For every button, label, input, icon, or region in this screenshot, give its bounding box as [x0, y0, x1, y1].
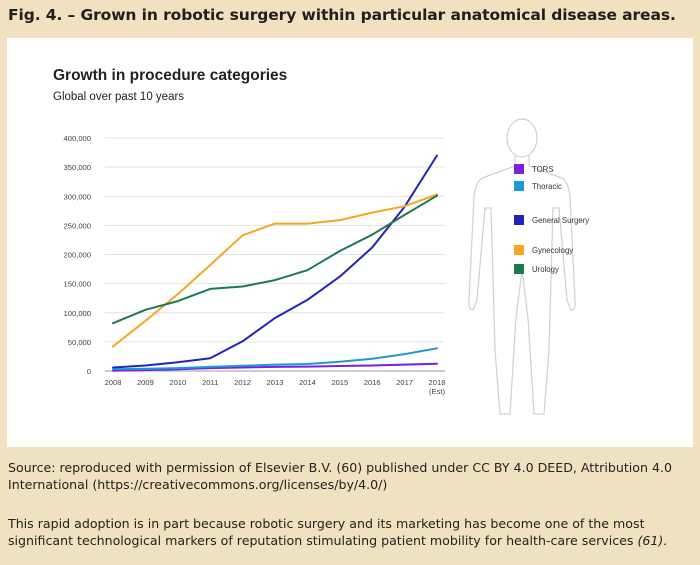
- x-tick-label: 2010: [169, 378, 186, 387]
- grid: [105, 137, 445, 372]
- x-tick-label: 2014: [299, 378, 316, 387]
- x-tick-label: 2012: [234, 378, 251, 387]
- y-tick-label: 400,000: [64, 134, 91, 143]
- legend-swatch: [514, 245, 524, 255]
- x-tick-label: 2018 (Est): [429, 378, 446, 396]
- x-tick-label: 2009: [137, 378, 154, 387]
- x-tick-label: 2016: [364, 378, 381, 387]
- series-line: [112, 194, 438, 325]
- legend-swatch: [514, 164, 524, 174]
- source-note: Source: reproduced with permission of El…: [8, 460, 672, 492]
- y-tick-label: 0: [87, 367, 91, 376]
- y-tick-label: 50,000: [68, 338, 91, 347]
- legend-label: Urology: [532, 265, 559, 274]
- legend-label: Thoracic: [532, 182, 562, 191]
- body-paragraph-text: This rapid adoption is in part because r…: [8, 516, 645, 548]
- chart-panel: Growth in procedure categories Global ov…: [7, 38, 693, 447]
- series-line: [112, 347, 438, 371]
- x-tick-label: 2008: [105, 378, 122, 387]
- body-paragraph: This rapid adoption is in part because r…: [8, 515, 700, 549]
- x-tick-label: 2011: [202, 378, 218, 387]
- legend-label: TORS: [532, 165, 554, 174]
- series-line: [112, 154, 438, 369]
- chart-svg: Growth in procedure categories Global ov…: [53, 67, 589, 415]
- legend: TORS Thoracic General Surgery Gynecology Uro…: [514, 164, 589, 274]
- y-tick-label: 200,000: [64, 251, 91, 260]
- series-lines: [112, 154, 438, 372]
- figure-caption: Fig. 4. – Grown in robotic surgery withi…: [8, 6, 676, 24]
- legend-label: General Surgery: [532, 216, 589, 225]
- y-tick-label: 100,000: [64, 309, 91, 318]
- y-tick-label: 150,000: [64, 280, 91, 289]
- x-tick-label: 2015: [331, 378, 348, 387]
- series-line: [112, 193, 438, 348]
- series-line: [112, 362, 438, 372]
- legend-swatch: [514, 264, 524, 274]
- legend-label: Gynecology: [532, 246, 573, 255]
- legend-swatch: [514, 181, 524, 191]
- chart-subtitle: Global over past 10 years: [53, 91, 184, 103]
- x-tick-label: 2017: [396, 378, 413, 387]
- y-tick-label: 300,000: [64, 192, 91, 201]
- body-paragraph-ref: (61).: [637, 533, 668, 548]
- chart-title: Growth in procedure categories: [53, 67, 287, 84]
- legend-swatch: [514, 215, 524, 225]
- y-tick-label: 250,000: [64, 221, 91, 230]
- y-tick-label: 350,000: [64, 163, 91, 172]
- x-tick-label: 2013: [267, 378, 284, 387]
- axes: 0 50,000 100,000 150,000 200,000 250,000 300,0…: [64, 134, 446, 396]
